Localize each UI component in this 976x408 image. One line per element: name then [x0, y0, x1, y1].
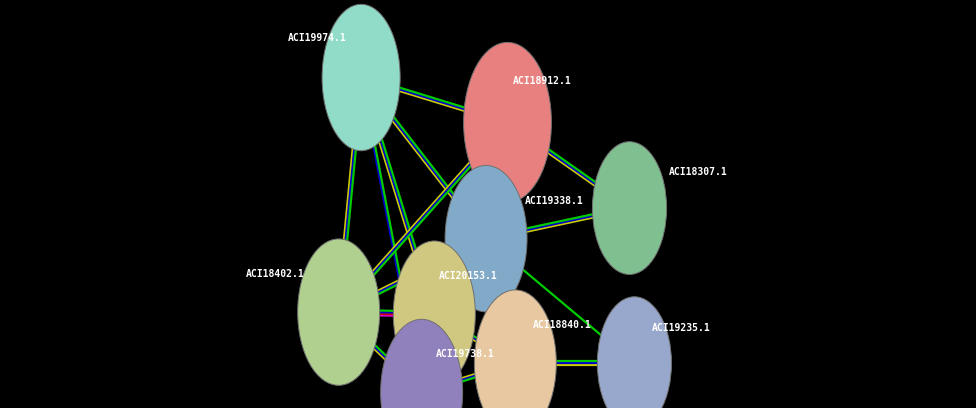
Ellipse shape: [474, 290, 556, 408]
Ellipse shape: [597, 297, 671, 408]
Ellipse shape: [393, 241, 475, 387]
Text: ACI19235.1: ACI19235.1: [652, 322, 711, 333]
Ellipse shape: [381, 319, 463, 408]
Text: ACI19974.1: ACI19974.1: [288, 33, 346, 43]
Ellipse shape: [445, 166, 527, 312]
Text: ACI18402.1: ACI18402.1: [246, 268, 305, 279]
Text: ACI19338.1: ACI19338.1: [525, 196, 584, 206]
Ellipse shape: [298, 239, 380, 385]
Ellipse shape: [464, 42, 551, 202]
Text: ACI18307.1: ACI18307.1: [669, 167, 727, 177]
Ellipse shape: [322, 4, 400, 151]
Text: ACI20153.1: ACI20153.1: [439, 271, 498, 281]
Ellipse shape: [592, 142, 667, 275]
Text: ACI18912.1: ACI18912.1: [512, 75, 571, 86]
Text: ACI19738.1: ACI19738.1: [436, 349, 495, 359]
Text: ACI18840.1: ACI18840.1: [533, 319, 591, 330]
